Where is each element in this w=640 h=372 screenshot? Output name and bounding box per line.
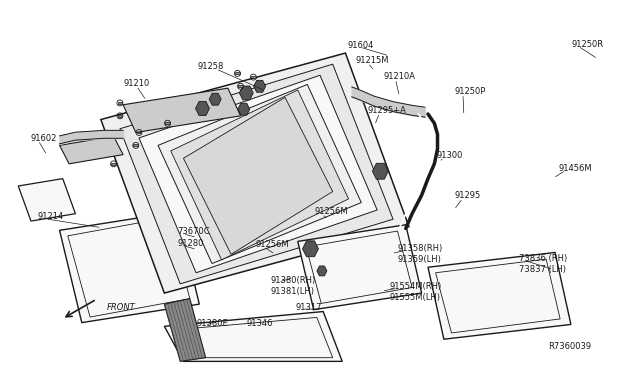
Text: 91381(LH): 91381(LH) (270, 287, 314, 296)
Polygon shape (298, 225, 422, 310)
Polygon shape (372, 163, 388, 179)
Bar (118, 102, 122, 104)
Polygon shape (239, 86, 253, 100)
Text: 91300: 91300 (436, 151, 463, 160)
Text: 91215M: 91215M (356, 57, 389, 65)
Bar (136, 132, 141, 133)
Text: 91295+A: 91295+A (367, 106, 406, 115)
Polygon shape (120, 64, 393, 284)
Bar (251, 76, 256, 78)
Text: 91358(RH): 91358(RH) (397, 244, 443, 253)
Polygon shape (60, 212, 199, 323)
Polygon shape (60, 136, 123, 164)
Polygon shape (209, 93, 221, 105)
Polygon shape (253, 80, 266, 92)
Text: 91346: 91346 (246, 320, 273, 328)
Polygon shape (196, 102, 209, 115)
Text: 91380E: 91380E (197, 320, 228, 328)
Text: 73670C: 73670C (177, 227, 210, 236)
Text: 91256M: 91256M (255, 240, 289, 249)
Text: 91250P: 91250P (455, 87, 486, 96)
Text: 91554M(RH): 91554M(RH) (390, 282, 442, 291)
Polygon shape (123, 88, 241, 132)
Text: 91210: 91210 (124, 79, 150, 88)
Polygon shape (317, 266, 327, 276)
Text: FRONT: FRONT (107, 302, 135, 312)
Text: 91214: 91214 (37, 212, 63, 221)
Text: 91380(RH): 91380(RH) (270, 276, 316, 285)
Text: 91295: 91295 (455, 192, 481, 201)
Text: 91280: 91280 (177, 239, 204, 248)
Polygon shape (19, 179, 76, 221)
Polygon shape (164, 311, 342, 361)
Text: 73837 (LH): 73837 (LH) (518, 265, 566, 274)
Bar (133, 144, 138, 146)
Bar (235, 73, 240, 74)
Bar (118, 115, 122, 117)
Text: 91258: 91258 (198, 62, 224, 71)
Text: 91210A: 91210A (383, 72, 415, 81)
Bar (111, 163, 116, 165)
Text: 91250R: 91250R (571, 39, 604, 49)
Polygon shape (184, 97, 333, 254)
Text: 91604: 91604 (348, 41, 374, 49)
Text: 91602: 91602 (30, 134, 56, 143)
Bar (238, 86, 243, 87)
Text: 91456M: 91456M (558, 164, 592, 173)
Text: 91256M: 91256M (314, 207, 348, 216)
Text: 91359(LH): 91359(LH) (397, 255, 442, 264)
Polygon shape (164, 299, 205, 361)
Polygon shape (101, 53, 409, 293)
Text: 91555M(LH): 91555M(LH) (390, 293, 440, 302)
Polygon shape (139, 75, 377, 273)
Polygon shape (238, 103, 250, 115)
Polygon shape (428, 253, 571, 339)
Polygon shape (171, 90, 349, 260)
Polygon shape (158, 84, 362, 263)
Text: R7360039: R7360039 (548, 342, 591, 351)
Text: 91317: 91317 (295, 302, 322, 312)
Polygon shape (303, 241, 319, 257)
Bar (165, 122, 170, 124)
Text: 73836 (RH): 73836 (RH) (518, 254, 567, 263)
